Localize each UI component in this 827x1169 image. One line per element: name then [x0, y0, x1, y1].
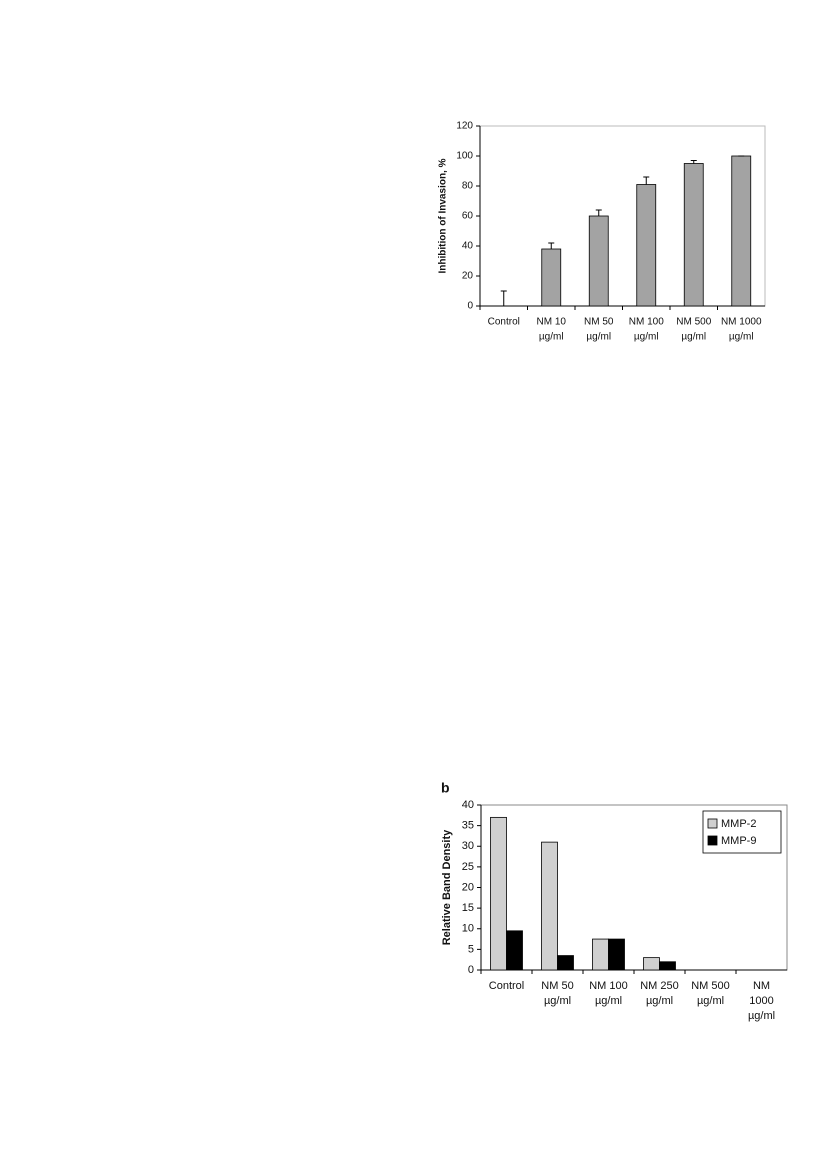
x-tick-label: NM 500 — [691, 980, 730, 992]
x-tick-label: µg/ml — [544, 995, 571, 1007]
bar — [731, 155, 752, 307]
x-tick-label: µg/ml — [539, 332, 564, 343]
error-bar — [643, 176, 650, 185]
panel-label: b — [441, 780, 450, 796]
y-axis-label: Inhibition of Invasion, % — [438, 158, 449, 273]
legend-box — [702, 810, 782, 854]
x-tick-label: µg/ml — [729, 332, 754, 343]
y-tick-label: 0 — [468, 964, 474, 976]
x-tick-label: NM 100 — [589, 980, 628, 992]
y-tick-label: 60 — [462, 211, 474, 222]
y-tick-label: 0 — [467, 301, 473, 312]
y-tick-label: 40 — [462, 799, 474, 811]
x-tick-label: µg/ml — [681, 332, 706, 343]
x-tick-label: 1000 — [749, 995, 773, 1007]
y-tick-label: 25 — [462, 861, 474, 873]
error-bar — [690, 160, 697, 164]
bar — [506, 930, 523, 971]
x-tick-label: NM 500 — [676, 317, 711, 328]
bar — [608, 938, 625, 971]
y-tick-label: 100 — [456, 151, 473, 162]
y-tick-label: 120 — [456, 121, 473, 132]
x-tick-label: NM 1000 — [721, 317, 762, 328]
chart-b: 0 5 10 15 20 25 30 35 40 Relative Band Density b Co… — [441, 780, 788, 1022]
plot-frame — [479, 125, 766, 307]
y-axis-label: Relative Band Density — [441, 829, 453, 945]
legend-swatch — [707, 818, 718, 829]
x-tick-label: µg/ml — [595, 995, 622, 1007]
chart-a: 0 20 40 60 80 100 120 Inhibition of Invasion, %… — [438, 121, 766, 343]
x-tick-label: µg/ml — [634, 332, 659, 343]
bar — [490, 816, 507, 971]
legend-label: MMP-9 — [721, 835, 756, 847]
x-tick-label: µg/ml — [646, 995, 673, 1007]
x-tick-label: NM 250 — [640, 980, 679, 992]
bar — [592, 938, 609, 971]
x-tick-label: µg/ml — [697, 995, 724, 1007]
legend-label: MMP-2 — [721, 818, 756, 830]
bar — [659, 961, 676, 971]
bar — [541, 841, 558, 971]
error-bar — [500, 290, 507, 306]
x-tick-label: NM 10 — [537, 317, 567, 328]
x-tick-label: µg/ml — [748, 1010, 775, 1022]
x-tick-label: µg/ml — [586, 332, 611, 343]
y-tick-label: 15 — [462, 902, 474, 914]
y-tick-label: 5 — [468, 943, 474, 955]
x-tick-label: NM 100 — [629, 317, 664, 328]
y-tick-label: 30 — [462, 840, 474, 852]
bar — [683, 163, 704, 307]
x-tick-label: NM — [753, 980, 770, 992]
bar — [643, 957, 660, 971]
y-tick-label: 35 — [462, 820, 474, 832]
bar — [541, 248, 562, 307]
error-bar — [595, 209, 602, 216]
x-tick-label: Control — [488, 317, 520, 328]
y-tick-label: 20 — [462, 881, 474, 893]
bar — [588, 215, 609, 307]
y-tick-label: 40 — [462, 241, 474, 252]
x-tick-label: Control — [489, 980, 524, 992]
error-bar — [548, 242, 555, 249]
y-tick-label: 80 — [462, 181, 474, 192]
bar — [636, 184, 657, 307]
y-tick-label: 10 — [462, 923, 474, 935]
x-tick-label: NM 50 — [541, 980, 573, 992]
x-tick-label: NM 50 — [584, 317, 614, 328]
legend-swatch — [707, 835, 718, 846]
bar — [557, 955, 574, 971]
y-tick-label: 20 — [462, 271, 474, 282]
